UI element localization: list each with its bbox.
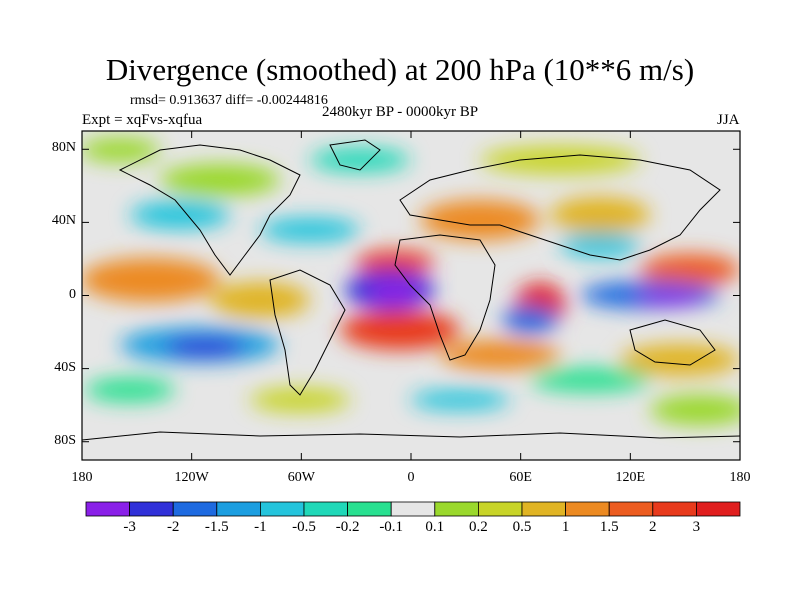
colorbar-swatch — [259, 501, 305, 517]
lon-tick-label: 180 — [71, 470, 93, 485]
colorbar-swatch — [521, 501, 566, 517]
stats-text: rmsd= 0.913637 diff= -0.00244816 — [130, 93, 328, 108]
lat-tick-label: 40S — [54, 359, 76, 375]
colorbar-swatch — [434, 501, 479, 517]
colorbar-label: 0.2 — [469, 519, 488, 535]
colorbar-label: -0.2 — [335, 519, 360, 535]
period-label: 2480kyr BP - 0000kyr BP — [322, 104, 479, 120]
lon-tick-label: 60E — [509, 470, 532, 485]
divergence-field — [82, 138, 740, 441]
colorbar-swatch — [390, 501, 436, 517]
colorbar-swatch — [477, 501, 523, 517]
colorbar-swatch — [85, 501, 130, 517]
colorbar-label: 0.5 — [512, 519, 532, 535]
colorbar-swatch — [129, 501, 174, 517]
colorbar-label: -1.5 — [204, 519, 229, 535]
colorbar-label: 3 — [692, 519, 701, 535]
colorbar-swatch — [303, 501, 348, 517]
colorbar-label: 0.1 — [425, 519, 445, 535]
colorbar-label: -3 — [123, 519, 136, 535]
colorbar-swatch — [696, 501, 741, 517]
axis-ticks — [81, 131, 741, 460]
colorbar — [85, 501, 741, 517]
colorbar-swatch — [608, 501, 654, 517]
plot-title: Divergence (smoothed) at 200 hPa (10**6 … — [105, 52, 695, 87]
lat-tick-label: 40N — [51, 213, 76, 229]
coastlines — [82, 139, 740, 441]
colorbar-label: -0.5 — [292, 519, 316, 535]
colorbar-swatch — [565, 501, 610, 517]
lon-tick-label: 0 — [407, 470, 415, 485]
lat-tick-label: 0 — [69, 286, 76, 302]
colorbar-label: 1 — [561, 519, 570, 535]
colorbar-swatch — [652, 501, 697, 517]
colorbar-swatch — [172, 501, 218, 517]
colorbar-label: -0.1 — [379, 519, 404, 535]
lon-tick-label: 120E — [615, 470, 646, 485]
lon-tick-label: 180 — [729, 470, 751, 485]
lat-tick-label: 80N — [51, 140, 76, 156]
colorbar-label: 2 — [649, 519, 657, 535]
season-label: JJA — [717, 112, 740, 128]
colorbar-swatch — [347, 501, 392, 517]
colorbar-label: -1 — [254, 519, 267, 535]
lon-tick-label: 60W — [287, 470, 315, 485]
lat-tick-label: 80S — [54, 432, 76, 448]
lon-tick-label: 120W — [174, 470, 209, 485]
experiment-label: Expt = xqFvs-xqfua — [82, 112, 203, 128]
colorbar-label: 1.5 — [599, 519, 619, 535]
colorbar-label: -2 — [166, 519, 180, 535]
colorbar-swatch — [216, 501, 261, 517]
